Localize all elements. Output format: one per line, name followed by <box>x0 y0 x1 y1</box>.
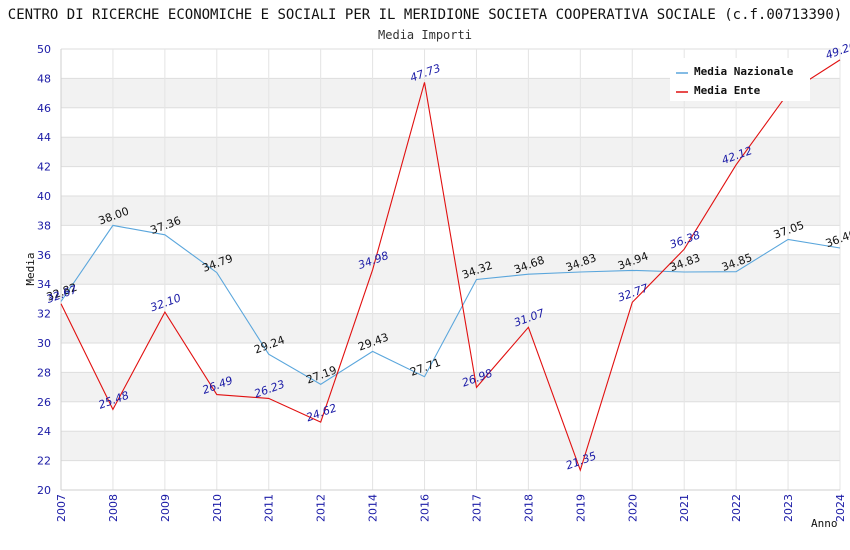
y-axis-ticks: 20 22 24 26 28 30 32 34 36 38 40 42 44 46 48 50 <box>37 43 51 497</box>
y-tick-label: 44 <box>37 131 51 144</box>
y-tick-label: 32 <box>37 308 51 321</box>
x-tick-label: 2012 <box>315 494 328 522</box>
y-tick-label: 48 <box>37 72 51 85</box>
y-tick-label: 34 <box>37 278 51 291</box>
x-tick-label: 2016 <box>419 494 432 522</box>
x-tick-label: 2011 <box>263 494 276 522</box>
chart-title: CENTRO DI RICERCHE ECONOMICHE E SOCIALI … <box>8 7 842 23</box>
grid-band <box>61 431 840 461</box>
y-axis-label: Media <box>24 252 37 285</box>
y-tick-label: 42 <box>37 161 51 174</box>
x-tick-label: 2009 <box>159 494 172 522</box>
grid-band <box>61 196 840 226</box>
grid-band <box>61 372 840 402</box>
y-tick-label: 26 <box>37 396 51 409</box>
y-tick-label: 38 <box>37 219 51 232</box>
x-tick-label: 2014 <box>367 494 380 522</box>
series-lines <box>60 59 841 472</box>
x-tick-label: 2008 <box>107 494 120 522</box>
y-tick-label: 22 <box>37 455 51 468</box>
y-tick-label: 50 <box>37 43 51 56</box>
y-tick-label: 20 <box>37 484 51 497</box>
grid-band <box>61 460 840 490</box>
grid-band <box>61 166 840 196</box>
grid-band <box>61 225 840 255</box>
x-tick-label: 2017 <box>470 494 483 522</box>
y-tick-label: 40 <box>37 190 51 203</box>
grid-band <box>61 107 840 138</box>
y-tick-label: 46 <box>37 102 51 115</box>
data-label-ente: 49.26 <box>824 39 850 62</box>
x-tick-label: 2018 <box>522 494 535 522</box>
legend-label-ente: Media Ente <box>694 84 761 97</box>
x-tick-label: 2007 <box>55 494 68 522</box>
grid-band <box>61 254 840 285</box>
grid-band <box>61 401 840 432</box>
legend: Media Nazionale Media Ente <box>670 58 810 101</box>
grid-band <box>61 343 840 373</box>
y-tick-label: 28 <box>37 366 51 379</box>
y-tick-label: 24 <box>37 425 51 438</box>
x-tick-label: 2024 <box>834 494 847 522</box>
legend-label-nazionale: Media Nazionale <box>694 65 794 78</box>
y-tick-label: 36 <box>37 249 51 262</box>
x-tick-label: 2010 <box>211 494 224 522</box>
x-tick-label: 2023 <box>782 494 795 522</box>
x-tick-label: 2020 <box>626 494 639 522</box>
x-axis-label: Anno <box>811 517 838 530</box>
grid-band <box>61 137 840 167</box>
grid-band <box>61 284 840 314</box>
x-tick-label: 2019 <box>574 494 587 522</box>
x-tick-label: 2021 <box>678 494 691 522</box>
y-tick-label: 30 <box>37 337 51 350</box>
x-tick-label: 2022 <box>730 494 743 522</box>
legend-box <box>670 58 810 101</box>
grid-lines <box>60 48 841 491</box>
plot-background <box>61 49 840 490</box>
x-axis-ticks: 2007 2008 2009 2010 2011 2012 2014 2016 2017 2018… <box>55 494 847 522</box>
chart-subtitle: Media Importi <box>378 28 472 42</box>
series-line-media-ente <box>60 59 841 472</box>
series-line-media-nazionale <box>60 224 841 385</box>
